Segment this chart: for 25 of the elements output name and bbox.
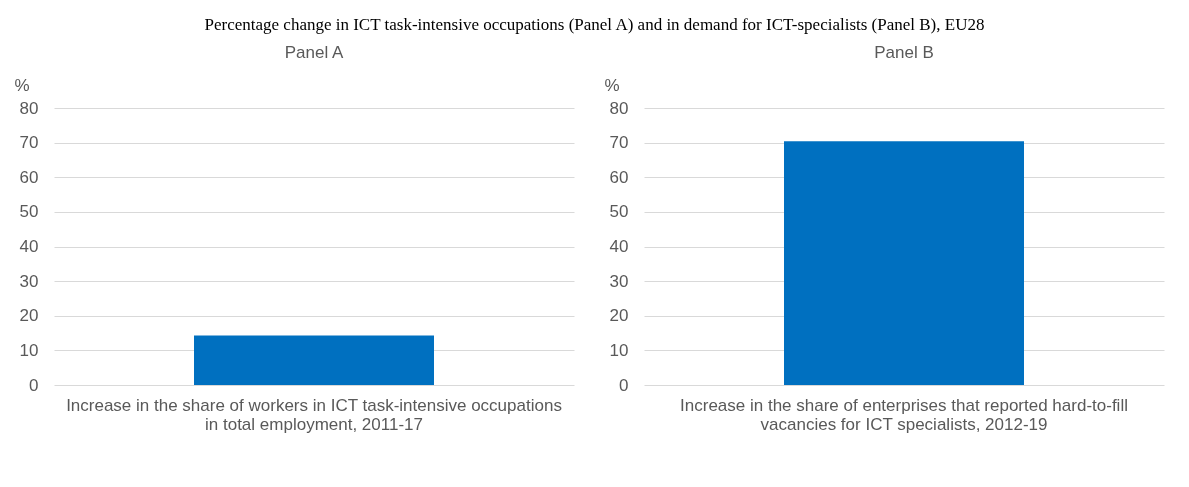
y-tick-label: 20 bbox=[19, 306, 39, 326]
text: Percentage change in ICT task-intensive occupations (Panel A) and in demand for ICT-specialists (Panel B), EU28 bbox=[204, 14, 985, 36]
y-tick-label: 30 bbox=[609, 271, 629, 291]
y-tick-label: 10 bbox=[19, 340, 39, 360]
x-tick-label: Increase in the share of enterprises that reported hard-to-fill vacancies for ICT specialists, 2012-19 bbox=[680, 395, 1128, 434]
y-tick-label: 10 bbox=[609, 340, 629, 360]
chart-title: Panel B bbox=[874, 43, 934, 62]
y-tick-label: 70 bbox=[19, 133, 39, 153]
y-tick-label: 60 bbox=[609, 167, 629, 187]
chart-title: Panel A bbox=[284, 43, 344, 62]
y-tick-label: 0 bbox=[29, 375, 39, 395]
y-axis-title: % bbox=[14, 75, 30, 95]
y-tick-label: 60 bbox=[19, 167, 39, 187]
y-axis-title: % bbox=[604, 75, 620, 95]
y-tick-label: 40 bbox=[19, 237, 39, 256]
y-tick-label: 50 bbox=[609, 202, 629, 222]
y-tick-label: 80 bbox=[609, 98, 629, 118]
y-tick-label: 50 bbox=[19, 202, 39, 222]
y-tick-label: 70 bbox=[609, 133, 629, 153]
y-tick-label: 30 bbox=[19, 271, 39, 291]
y-tick-label: 20 bbox=[609, 306, 629, 326]
y-tick-label: 80 bbox=[19, 98, 39, 118]
y-tick-label: 0 bbox=[619, 375, 629, 395]
y-tick-label: 40 bbox=[609, 237, 629, 256]
x-tick-label: Increase in the share of workers in ICT task-intensive occupations in total employment, 2011-17 bbox=[66, 395, 562, 434]
